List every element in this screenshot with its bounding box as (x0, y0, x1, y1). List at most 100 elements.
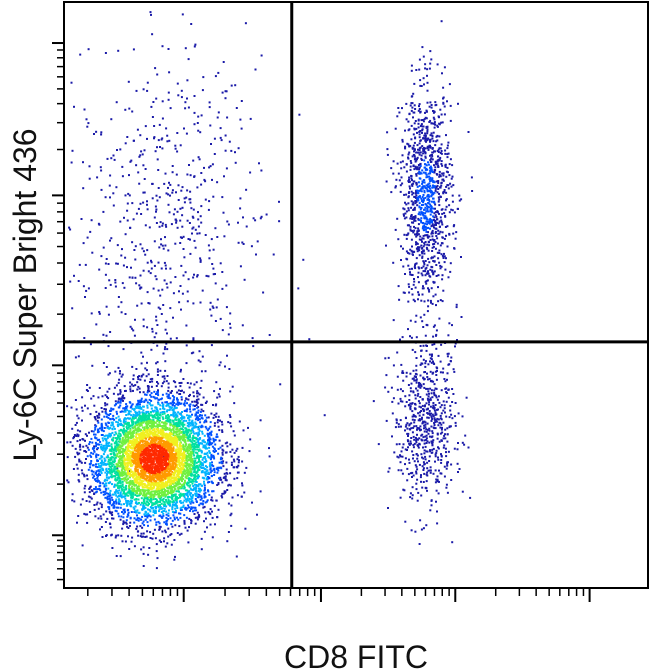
event-dot (443, 434, 446, 437)
event-dot (441, 72, 443, 75)
event-dot (193, 463, 195, 466)
event-dot (156, 414, 158, 416)
event-dot (116, 470, 118, 473)
event-dot (415, 472, 418, 475)
event-dot (212, 273, 215, 276)
event-dot (461, 415, 464, 418)
event-dot (417, 446, 420, 449)
event-dot (228, 140, 231, 143)
event-dot (432, 472, 435, 475)
event-dot (412, 446, 415, 449)
event-dot (454, 421, 457, 424)
event-dot (445, 134, 447, 137)
event-dot (131, 365, 134, 368)
event-dot (162, 512, 165, 515)
event-dot (139, 378, 142, 381)
event-dot (129, 504, 132, 507)
event-dot (443, 261, 446, 264)
event-dot (118, 502, 121, 505)
event-dot (193, 95, 196, 97)
event-dot (189, 474, 192, 477)
event-dot (182, 468, 185, 471)
event-dot (181, 411, 183, 413)
event-dot (166, 542, 169, 545)
event-dot (413, 128, 416, 131)
event-dot (430, 361, 433, 364)
event-dot (445, 205, 448, 208)
event-dot (106, 463, 109, 466)
event-dot (185, 132, 188, 135)
event-dot (413, 155, 416, 158)
event-dot (446, 100, 448, 103)
event-dot (86, 513, 89, 516)
event-dot (438, 186, 441, 189)
event-dot (173, 484, 176, 487)
event-dot (216, 516, 219, 519)
event-dot (434, 460, 436, 463)
event-dot (198, 493, 201, 496)
event-dot (424, 362, 427, 365)
event-dot (114, 370, 117, 373)
event-dot (240, 495, 243, 498)
event-dot (413, 82, 416, 85)
event-dot (182, 494, 185, 497)
event-dot (212, 437, 215, 440)
event-dot (135, 432, 138, 434)
event-dot (418, 133, 421, 136)
event-dot (125, 492, 128, 495)
event-dot (184, 101, 187, 104)
event-dot (195, 398, 198, 401)
event-dot (174, 524, 177, 527)
event-dot (117, 440, 120, 443)
event-dot (115, 417, 118, 420)
event-dot (163, 507, 166, 510)
event-dot (155, 493, 158, 496)
event-dot (415, 373, 418, 376)
event-dot (446, 440, 449, 443)
event-dot (105, 474, 108, 477)
event-dot (123, 431, 126, 434)
event-dot (131, 480, 134, 482)
event-dot (177, 488, 180, 491)
event-dot (420, 119, 423, 122)
event-dot (113, 418, 116, 421)
event-dot (430, 504, 433, 507)
event-dot (74, 399, 77, 401)
event-dot (124, 497, 127, 500)
event-dot (200, 461, 203, 464)
event-dot (126, 491, 129, 494)
event-dot (442, 437, 445, 440)
event-dot (236, 477, 239, 480)
event-dot (197, 439, 200, 442)
event-dot (185, 431, 188, 434)
event-dot (115, 534, 118, 537)
event-dot (119, 451, 122, 454)
event-dot (128, 276, 131, 279)
event-dot (111, 499, 114, 501)
event-dot (106, 479, 109, 482)
event-dot (155, 393, 157, 395)
event-dot (413, 150, 415, 153)
event-dot (84, 450, 86, 452)
event-dot (422, 344, 425, 347)
event-dot (248, 450, 251, 453)
event-dot (434, 162, 437, 165)
event-dot (168, 409, 171, 412)
event-dot (407, 209, 410, 212)
event-dot (66, 456, 69, 459)
event-dot (75, 421, 78, 424)
event-dot (256, 240, 259, 243)
event-dot (189, 393, 191, 396)
event-dot (410, 529, 413, 532)
event-dot (92, 464, 95, 467)
event-dot (415, 441, 418, 444)
event-dot (175, 425, 178, 428)
event-dot (170, 407, 173, 410)
event-dot (229, 443, 232, 446)
event-dot (71, 149, 74, 152)
event-dot (92, 470, 95, 473)
event-dot (123, 510, 126, 513)
event-dot (175, 403, 178, 406)
event-dot (113, 475, 115, 478)
event-dot (93, 433, 95, 436)
